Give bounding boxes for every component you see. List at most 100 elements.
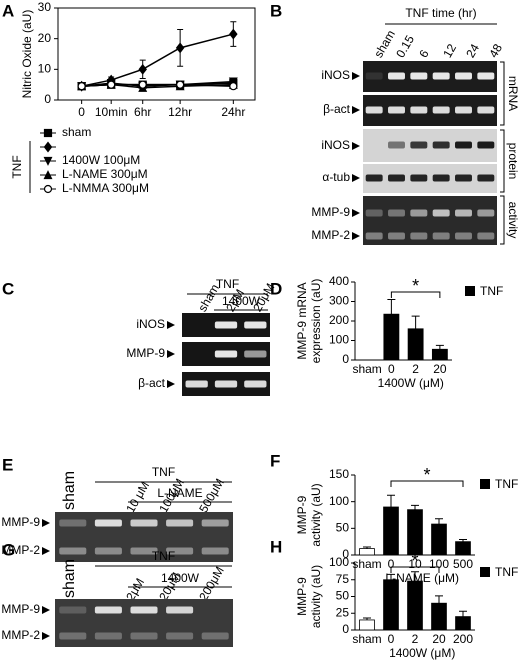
row-arrow (167, 321, 175, 329)
y-tick-label: 100 (329, 333, 349, 347)
legend-group-label: TNF (10, 155, 24, 178)
panel-label: B (270, 1, 282, 20)
gel-band (59, 606, 87, 614)
gel-band (410, 106, 428, 114)
gel-band (432, 72, 450, 80)
y-tick-label: 0 (342, 547, 349, 561)
row-label: iNOS (321, 138, 350, 152)
panel-label: H (270, 537, 282, 556)
x-tick-label: sham (352, 362, 381, 376)
row-label: MMP-2 (1, 628, 40, 642)
group-label: mRNA (506, 76, 520, 111)
gel-band (477, 174, 495, 182)
marker (176, 80, 185, 89)
y-tick-label: 20 (38, 31, 52, 45)
gel-band (455, 72, 472, 80)
gel-band (455, 232, 472, 240)
x-tick-label: 24hr (221, 105, 245, 119)
y-tick-label: 10 (38, 62, 52, 76)
x-tick-label: 10min (95, 105, 128, 119)
legend-marker (43, 170, 53, 180)
y-tick-label: 150 (329, 467, 349, 481)
group-bracket (500, 129, 505, 193)
row-arrow (352, 232, 360, 240)
gel-band (94, 606, 122, 614)
marker (138, 80, 147, 89)
gel-band (130, 632, 158, 640)
significance-bracket (390, 566, 440, 573)
annotation: * (411, 551, 418, 571)
bar (383, 506, 399, 556)
gel-image (363, 129, 497, 162)
gel-header: TNF (216, 277, 239, 291)
gel-band (365, 232, 383, 240)
lane-label: sham (61, 471, 78, 510)
gel-band (432, 141, 450, 149)
lane-label: 2μM (123, 576, 147, 603)
y-tick-label: 200 (329, 313, 349, 327)
gel-band (388, 106, 405, 114)
y-tick-label: 0 (342, 622, 349, 636)
legend-marker (43, 184, 53, 194)
y-tick-label: 0 (342, 352, 349, 366)
significance-bracket (390, 291, 441, 298)
row-arrow (167, 350, 175, 358)
x-axis-label: 1400W (μM) (378, 376, 444, 390)
group-bracket (500, 195, 505, 245)
gel-band (477, 72, 495, 80)
gel-image (363, 164, 497, 193)
row-label: iNOS (321, 68, 350, 82)
gel-band (166, 519, 194, 527)
x-tick-label: 2 (412, 362, 419, 376)
row-label: MMP-2 (311, 228, 350, 242)
marker (138, 63, 147, 75)
gel-band (365, 106, 383, 114)
y-tick-label: 30 (38, 0, 52, 14)
gel-image (363, 196, 497, 245)
y-tick-label: 50 (336, 521, 350, 535)
row-arrow (352, 72, 360, 80)
y-tick-label: 300 (329, 294, 349, 308)
row-arrow (352, 209, 360, 217)
row-label: MMP-9 (1, 515, 40, 529)
row-arrow (42, 606, 50, 614)
lane-label: sham (61, 559, 78, 598)
row-arrow (42, 547, 50, 555)
bar (431, 602, 447, 631)
bar (383, 313, 400, 361)
lane-label: 200μM (196, 564, 227, 603)
annotation: * (423, 465, 430, 485)
gel-image (363, 95, 497, 126)
gel-band (388, 72, 405, 80)
gel-band (410, 232, 428, 240)
bar (455, 616, 471, 631)
gel-band (432, 209, 450, 217)
legend-label: L-NMMA 300μM (62, 181, 149, 195)
legend-label: TNF (495, 477, 518, 491)
gel-band (94, 632, 122, 640)
row-arrow (352, 142, 360, 150)
y-axis-label-line: activity (aU) (309, 565, 323, 628)
plot-frame (57, 7, 256, 101)
significance-bracket (390, 480, 464, 487)
bar (407, 509, 423, 556)
y-axis-label: MMP-9 mRNAexpression (aU) (295, 279, 323, 364)
error-bar (459, 610, 467, 617)
x-tick-label: 0 (388, 362, 395, 376)
panel-label: G (2, 540, 15, 559)
row-arrow (42, 519, 50, 527)
lane-label: sham (371, 28, 398, 60)
lane-label: sham (195, 282, 222, 314)
gel-band (130, 606, 158, 614)
gel-band (388, 174, 405, 182)
lane-label: 48 (486, 41, 505, 60)
panel-label: E (2, 455, 13, 474)
gel-band (410, 174, 428, 182)
gel-header: TNF (152, 549, 175, 563)
group-label: activity (506, 202, 520, 239)
y-tick-label: 75 (336, 572, 350, 586)
gel-band (455, 209, 472, 217)
gel-band (432, 106, 450, 114)
y-axis-label: MMP-9activity (aU) (295, 483, 323, 546)
panel-label: A (2, 1, 14, 20)
